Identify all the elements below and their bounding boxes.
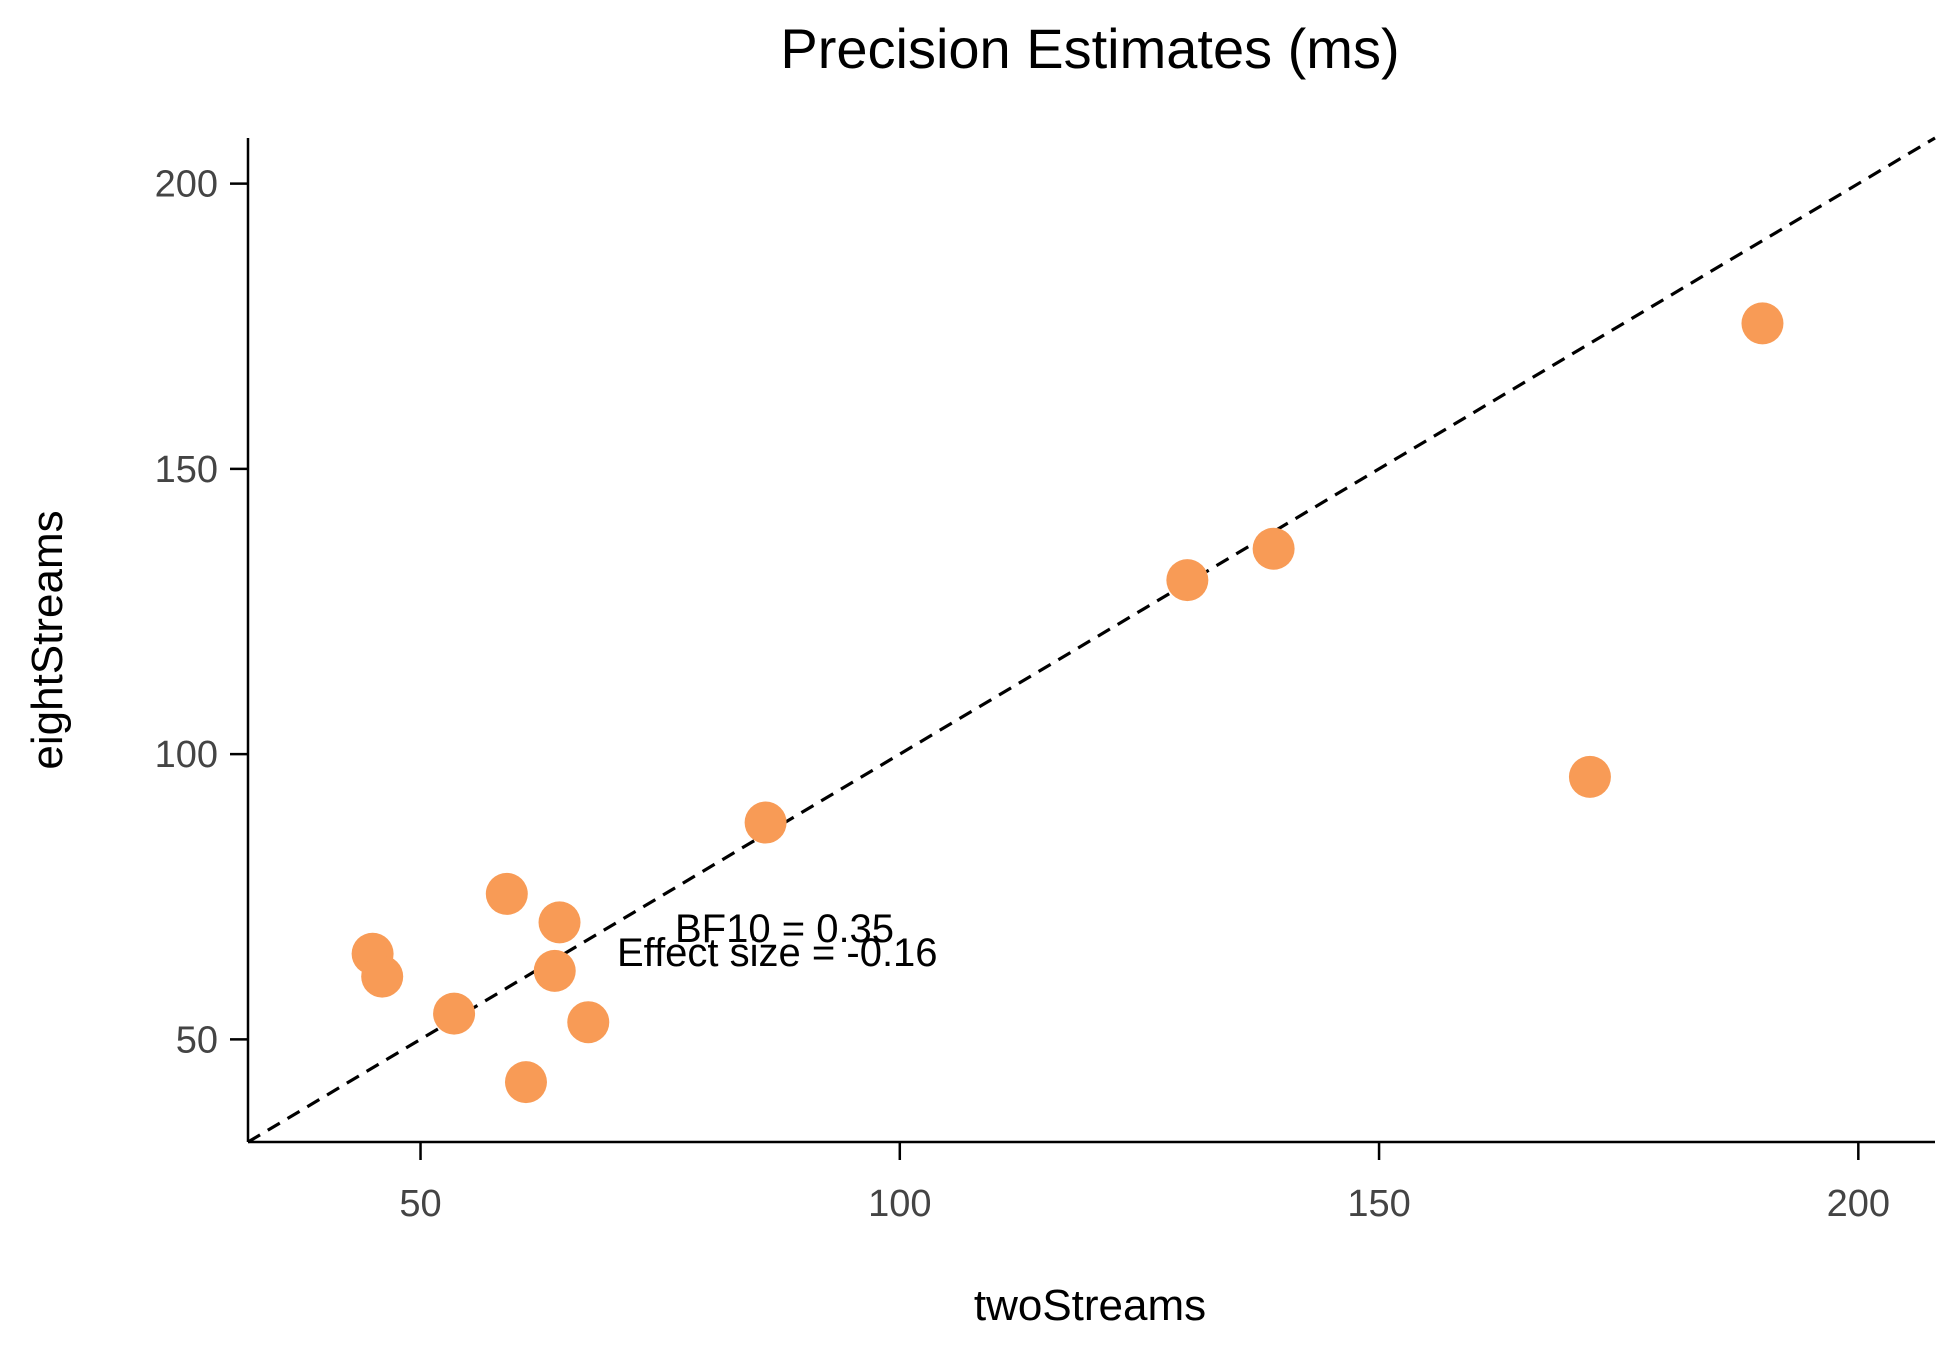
data-point: [744, 801, 787, 844]
data-point: [1252, 527, 1295, 570]
data-point: [504, 1061, 547, 1104]
y-tick-label: 100: [155, 734, 218, 776]
points-layer: [351, 302, 1784, 1104]
x-tick-label: 200: [1827, 1183, 1890, 1225]
identity-line: [247, 136, 1936, 1144]
data-point: [533, 949, 576, 992]
y-ticks: 50 100 150 200: [155, 164, 248, 1061]
bf10-annotation: BF10 = 0.35: [675, 907, 894, 951]
x-tick-label: 50: [399, 1183, 441, 1225]
data-point: [567, 1001, 610, 1044]
data-point: [1166, 559, 1209, 602]
x-axis-label: twoStreams: [974, 1281, 1206, 1330]
x-ticks: 50 100 150 200: [399, 1142, 1890, 1225]
data-point: [1568, 755, 1611, 798]
data-point: [433, 992, 476, 1035]
y-axis-label: eightStreams: [23, 510, 72, 769]
data-point: [485, 872, 528, 915]
effect-size-annotation: Effect size = -0.16: [617, 931, 938, 975]
data-point: [1741, 302, 1784, 345]
chart-title: Precision Estimates (ms): [780, 17, 1399, 80]
y-tick-label: 50: [176, 1019, 218, 1061]
x-tick-label: 150: [1347, 1183, 1410, 1225]
y-tick-label: 200: [155, 164, 218, 206]
data-point: [361, 955, 404, 998]
x-tick-label: 100: [868, 1183, 931, 1225]
data-point: [538, 901, 581, 944]
y-tick-label: 150: [155, 449, 218, 491]
